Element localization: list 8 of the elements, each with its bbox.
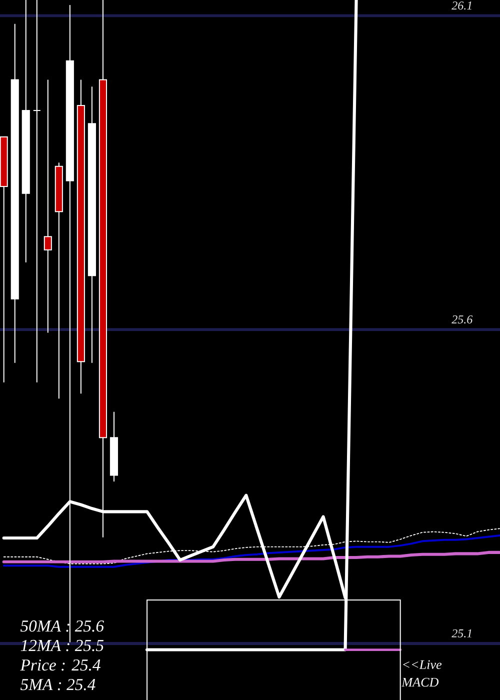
annotation: 5MA : 25.4 bbox=[20, 678, 96, 690]
y-tick-label: 25.6 bbox=[452, 315, 473, 324]
annotation: 12MA : 25.5 bbox=[20, 640, 104, 652]
annotation: <<Live MACD bbox=[402, 660, 442, 687]
annotation: Price : 25.4 bbox=[20, 659, 100, 671]
annotation: 50MA : 25.6 bbox=[20, 620, 104, 632]
y-tick-label: 25.1 bbox=[452, 629, 472, 638]
y-tick-label: 26.1 bbox=[452, 2, 472, 10]
